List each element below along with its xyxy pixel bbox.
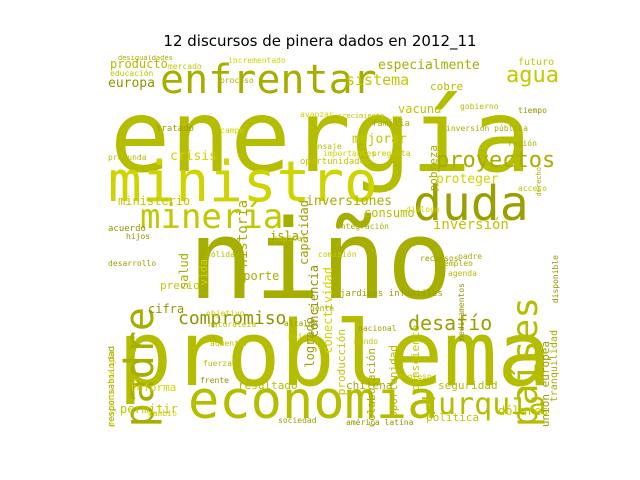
word-ministerio: ministerio [118,194,191,208]
word-precio: precio [160,279,200,292]
word-aumentar: aumentar [210,339,249,348]
word-profunda: profunda [108,153,147,162]
word-economia: economía [188,371,439,427]
word-desigualdades: desigualdades [118,55,173,62]
word-agua: agua [506,63,559,88]
word-futuro: futuro [518,57,555,68]
word-educacion: educación [110,69,154,78]
word-proteger: proteger [436,172,499,187]
word-gente: gente [310,304,335,313]
word-medicamentos: medicamentos [457,283,466,341]
word-inversiones: inversiones [306,194,393,209]
word-avanzar: avanzar [300,110,334,119]
word-pregunta: pregunta [372,149,411,158]
word-mercado: mercado [168,62,202,71]
word-region: región [508,139,537,148]
word-alcalde: alcalde [284,319,318,328]
word-mensaje: mensaje [308,142,342,151]
word-objetivo: objetivo [206,309,245,318]
word-resultado: resultado [238,379,298,392]
word-chilena: chilena [346,379,393,392]
word-tratado: tratado [156,124,194,134]
word-padre: padre [458,252,483,261]
word-producto: producto [110,57,168,71]
word-europa: europa [108,76,155,91]
word-permitir: permitir [120,402,178,416]
word-gobierno: gobierno [460,102,499,111]
word-empleo: empleo [444,259,473,268]
word-recursos: recursos [420,254,459,263]
chart-title: 12 discursos de pinera dados en 2012_11 [163,32,477,50]
word-familia: familia [372,119,410,129]
word-nino: niño [188,196,453,324]
word-proyectos: proyectos [436,148,556,173]
word-desarrollo: desarrollo [108,259,157,268]
word-desafio: desafío [408,311,493,335]
word-cobre: cobre [430,80,464,93]
word-naturaleza: naturaleza [208,320,257,329]
word-integracion: integración [336,222,389,231]
word-solida: sólida [206,250,235,259]
word-tiempo: tiempo [518,106,547,115]
word-agenda: agenda [448,269,477,278]
word-consciente: consciente [409,325,422,392]
word-aporte: aporte [236,269,280,283]
word-produccion: producción [335,329,348,396]
word-compromiso: compromiso [178,308,287,329]
word-energia: energía [110,78,532,195]
word-mineria: minería [140,197,284,237]
word-pais: país [288,332,308,341]
word-historia: historia [235,200,251,268]
word-isla: isla [270,229,299,243]
word-duda: duda [413,176,529,232]
word-vacuna: vacuna [398,102,442,116]
word-oportunidades: oportunidades [300,157,371,167]
word-dolares: dólares [498,404,549,418]
word-turquia: turquía [420,387,547,422]
word-tranquilidad: tranquilidad [549,330,560,403]
word-frente: frente [200,376,229,385]
word-ministro: ministro [108,150,378,215]
word-nacional: nacional [358,324,397,333]
word-hijos: hijos [126,232,151,241]
word-especialmente: especialmente [378,58,480,73]
word-crisis: crisis [170,149,217,164]
word-salud: salud [177,253,191,290]
word-acuerdo: acuerdo [108,224,146,234]
word-importantes: importantes [323,149,376,158]
word-cifra: cifra [148,302,185,316]
word-capital: capital [273,234,307,243]
word-proceso: proceso [220,76,254,85]
word-inversion: inversión [433,217,509,233]
word-disponible: disponible [551,255,560,304]
word-jardines-infantiles: jardines infantiles [340,289,443,299]
word-ingreso: ingreso [398,372,432,381]
word-cloud: energía niño problema ministro enfrentar econ… [108,55,560,427]
word-pobreza: pobreza [427,145,440,192]
word-sistema: sistema [346,71,410,89]
word-vida: vida [197,259,210,286]
word-campo: campo [220,126,245,135]
word-capacidad: capacidad [297,200,311,266]
word-seguridad: seguridad [438,379,498,392]
word-crecimiento: crecimiento [338,112,385,120]
word-politica: política [426,411,479,424]
word-fuerza: fuerza [203,359,232,368]
word-dialogo: diálogo [406,205,440,214]
word-consumo: consumo [364,206,415,220]
word-proyecto-energia: proyecto energía [108,349,116,427]
word-problema: problema [118,302,552,407]
word-enfrentar: enfrentar [160,57,377,103]
word-incrementado: incrementado [228,56,286,65]
word-acceso: acceso [518,184,547,193]
word-comision: comisión [318,250,357,259]
word-inversion-publica: inversión pública [446,124,528,133]
word-mundo: mundo [354,337,379,346]
word-mejorar: mejorar [352,132,407,147]
word-cambio: cambio [148,409,177,418]
word-sociedad: sociedad [278,416,317,425]
word-america-latina: américa latina [346,418,414,427]
word-reforma: reforma [130,381,177,394]
